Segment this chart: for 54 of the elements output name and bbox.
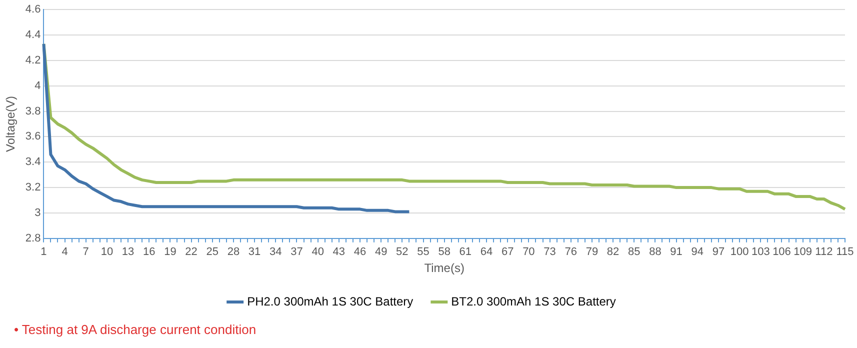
y-tick-label: 2.8 (25, 232, 41, 244)
y-tick-label: 3 (34, 207, 41, 220)
x-tick-label: 94 (691, 246, 704, 258)
x-tick-label: 46 (354, 246, 366, 258)
y-tick-label: 3.4 (25, 156, 41, 168)
x-tick-label: 91 (670, 246, 682, 258)
x-tick-label: 19 (164, 246, 176, 258)
y-axis-title: Voltage(V) (4, 96, 18, 152)
x-tick-label: 109 (794, 246, 812, 258)
y-tick-label: 4 (34, 80, 41, 92)
y-tick-label: 3.8 (25, 105, 41, 118)
x-tick-label: 7 (82, 246, 89, 258)
x-tick-label: 88 (649, 246, 662, 258)
x-tick-label: 70 (522, 246, 535, 258)
x-tick-label: 37 (290, 246, 303, 258)
x-tick-label: 55 (417, 246, 430, 258)
x-tick-label: 58 (438, 246, 450, 258)
x-tick-label: 115 (836, 246, 854, 258)
x-tick-label: 25 (206, 246, 219, 258)
y-tick-label: 3.2 (25, 182, 41, 194)
x-tick-label: 61 (459, 246, 472, 258)
legend-label: BT2.0 300mAh 1S 30C Battery (451, 294, 616, 308)
x-tick-label: 82 (606, 246, 620, 258)
x-tick-label: 43 (332, 246, 346, 258)
x-tick-label: 97 (712, 246, 725, 258)
x-tick-label: 13 (122, 246, 134, 258)
x-tick-label: 52 (396, 246, 408, 258)
y-tick-label: 4.2 (25, 54, 41, 66)
x-tick-label: 1 (40, 246, 47, 258)
x-tick-label: 34 (270, 246, 282, 258)
legend-label: PH2.0 300mAh 1S 30C Battery (247, 294, 414, 308)
y-tick-label: 3.6 (25, 130, 41, 143)
x-tick-label: 73 (544, 246, 556, 258)
y-tick-label: 4.4 (25, 29, 41, 42)
x-tick-label: 79 (586, 246, 598, 258)
x-tick-label: 67 (501, 246, 514, 258)
x-tick-label: 100 (730, 246, 749, 258)
x-tick-label: 49 (374, 246, 388, 258)
x-tick-label: 31 (248, 246, 261, 258)
x-tick-label: 112 (815, 246, 833, 258)
x-tick-label: 28 (227, 246, 240, 258)
x-axis-title: Time(s) (424, 261, 464, 276)
x-tick-label: 85 (628, 246, 640, 258)
x-tick-label: 40 (312, 246, 324, 258)
x-tick-label: 76 (564, 246, 577, 258)
x-tick-label: 103 (751, 246, 770, 258)
x-tick-label: 10 (100, 246, 114, 258)
x-tick-label: 4 (62, 246, 68, 258)
x-tick-label: 16 (143, 246, 156, 258)
x-tick-label: 22 (185, 246, 198, 258)
x-tick-label: 106 (772, 246, 791, 258)
text: • Testing at 9A discharge current condition (14, 322, 256, 337)
y-tick-label: 4.6 (25, 4, 41, 16)
x-tick-label: 64 (480, 246, 493, 258)
